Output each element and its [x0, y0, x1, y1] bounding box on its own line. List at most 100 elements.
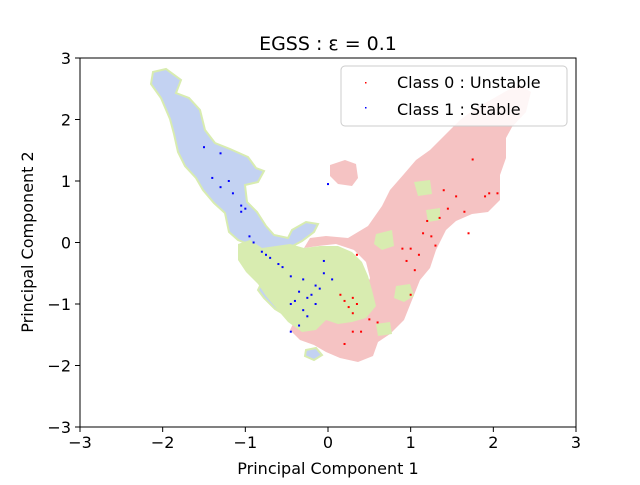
point-class0 — [343, 342, 346, 345]
y-tick-label: 0 — [61, 234, 71, 253]
point-class1 — [289, 303, 292, 305]
point-class0 — [351, 330, 354, 333]
ambiguous-region — [238, 240, 376, 332]
ambiguous-region — [426, 208, 440, 222]
point-class0 — [455, 195, 458, 198]
point-class1 — [298, 290, 301, 293]
legend-marker-class1 — [365, 107, 367, 109]
x-tick-label: 2 — [488, 433, 498, 452]
point-class1 — [277, 263, 280, 266]
point-class0 — [376, 321, 379, 324]
legend-marker-class0 — [365, 82, 367, 84]
point-class1 — [219, 186, 222, 189]
point-class0 — [446, 207, 449, 210]
point-class1 — [293, 299, 296, 302]
x-tick-label: −1 — [234, 433, 258, 452]
class0-region — [290, 85, 531, 362]
point-class0 — [351, 312, 354, 315]
point-class1 — [219, 152, 222, 155]
legend-label-class1: Class 1 : Stable — [397, 100, 521, 119]
point-class0 — [484, 195, 487, 198]
point-class1 — [260, 250, 263, 253]
point-class1 — [302, 309, 305, 312]
point-class0 — [422, 232, 425, 235]
point-class0 — [471, 158, 474, 161]
data-points — [203, 146, 499, 345]
ambiguous-region — [394, 284, 414, 302]
point-class1 — [240, 204, 243, 207]
point-class1 — [322, 259, 325, 262]
point-class1 — [289, 330, 292, 333]
point-class1 — [269, 256, 272, 259]
x-tick-label: −3 — [68, 433, 92, 452]
chart-title: EGSS : ε = 0.1 — [259, 33, 397, 55]
point-class0 — [409, 247, 412, 250]
x-axis-label: Principal Component 1 — [237, 459, 418, 478]
point-class0 — [434, 244, 437, 247]
point-class0 — [409, 293, 412, 296]
x-tick-label: 1 — [406, 433, 416, 452]
y-axis-label: Principal Component 2 — [18, 151, 37, 332]
point-class0 — [496, 192, 499, 195]
class0-region — [330, 160, 358, 186]
point-class0 — [360, 330, 363, 333]
y-tick-label: −2 — [47, 357, 71, 376]
point-class0 — [413, 269, 416, 272]
class1-region — [149, 67, 320, 258]
point-class0 — [355, 303, 358, 305]
point-class1 — [240, 210, 243, 213]
point-class1 — [322, 272, 325, 275]
point-class1 — [231, 192, 234, 195]
point-class0 — [438, 216, 441, 219]
point-class1 — [314, 284, 317, 287]
point-class1 — [211, 176, 214, 179]
point-class0 — [347, 306, 350, 309]
x-tick-label: −2 — [151, 433, 175, 452]
y-tick-label: −1 — [47, 295, 71, 314]
point-class0 — [442, 189, 445, 192]
point-class0 — [355, 253, 358, 256]
point-class1 — [281, 266, 284, 269]
point-class1 — [306, 315, 309, 318]
y-tick-label: 3 — [61, 49, 71, 68]
point-class1 — [331, 278, 334, 281]
point-class0 — [351, 296, 354, 299]
point-class0 — [467, 232, 470, 235]
point-class1 — [318, 287, 321, 290]
point-class1 — [227, 180, 230, 182]
point-class0 — [368, 318, 371, 321]
x-axis-ticks: −3 −2 −1 0 1 2 3 — [68, 427, 581, 452]
point-class1 — [244, 207, 247, 210]
point-class1 — [248, 235, 251, 238]
point-class0 — [343, 299, 346, 302]
point-class0 — [488, 192, 491, 195]
point-class1 — [302, 278, 305, 281]
y-tick-label: −3 — [47, 418, 71, 437]
legend: Class 0 : Unstable Class 1 : Stable — [340, 65, 568, 127]
decision-regions — [149, 67, 531, 362]
point-class0 — [417, 253, 420, 256]
legend-box — [340, 65, 568, 127]
y-axis-ticks: −3 −2 −1 0 1 2 3 — [47, 49, 80, 437]
y-tick-label: 1 — [61, 172, 71, 191]
point-class1 — [310, 293, 313, 296]
y-tick-label: 2 — [61, 111, 71, 130]
point-class0 — [463, 210, 466, 213]
x-tick-label: 0 — [323, 433, 333, 452]
point-class1 — [265, 253, 267, 256]
point-class1 — [306, 296, 309, 299]
ambiguous-region — [414, 180, 432, 196]
point-class0 — [339, 293, 342, 296]
point-class0 — [430, 235, 433, 238]
point-class1 — [327, 183, 329, 186]
point-class0 — [401, 247, 404, 250]
point-class1 — [314, 303, 317, 305]
legend-label-class0: Class 0 : Unstable — [397, 73, 541, 92]
point-class0 — [426, 219, 429, 222]
class1-region — [303, 346, 324, 362]
ambiguous-region — [374, 230, 394, 250]
point-class1 — [252, 241, 255, 244]
x-tick-label: 3 — [571, 433, 581, 452]
